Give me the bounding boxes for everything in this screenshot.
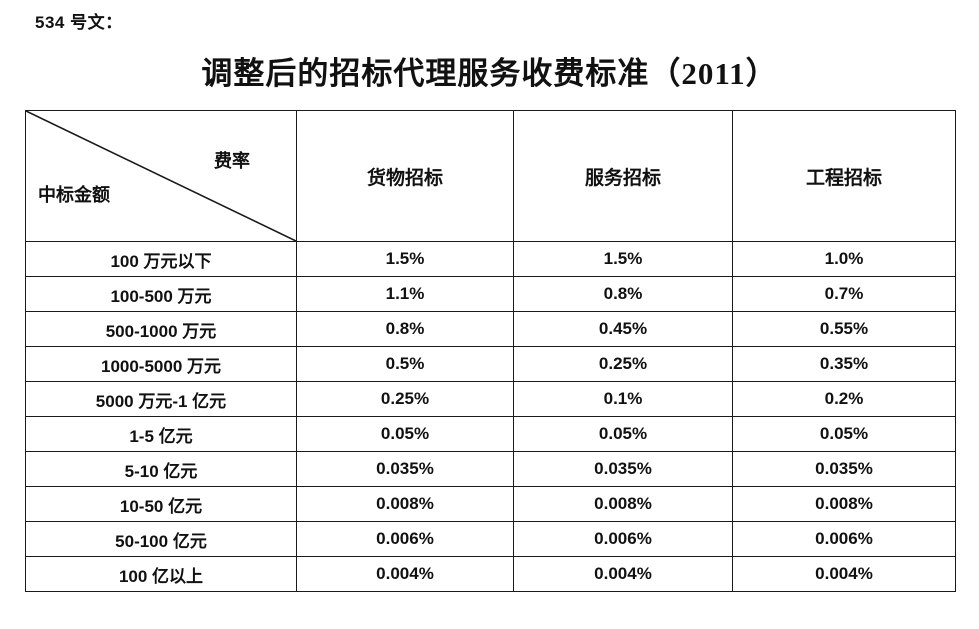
table-header-row: 费率 中标金额 货物招标 服务招标 工程招标 bbox=[25, 110, 956, 242]
fee-rate-table: 费率 中标金额 货物招标 服务招标 工程招标 100 万元以下 1.5% 1.5% 1… bbox=[25, 110, 956, 592]
rate-value-cell: 0.008% bbox=[513, 486, 733, 522]
row-label-bid-amount: 500-1000 万元 bbox=[25, 311, 297, 347]
rate-value-cell: 1.1% bbox=[296, 276, 514, 312]
doc-number-label: 534 号文： bbox=[35, 13, 123, 32]
row-label-bid-amount: 100-500 万元 bbox=[25, 276, 297, 312]
rate-value-cell: 0.25% bbox=[296, 381, 514, 417]
rate-value-cell: 0.006% bbox=[513, 521, 733, 557]
rate-value-cell: 0.7% bbox=[732, 276, 956, 312]
corner-label-bid-amount: 中标金额 bbox=[38, 185, 110, 205]
table-row: 5-10 亿元 0.035% 0.035% 0.035% bbox=[25, 451, 956, 487]
row-label-bid-amount: 100 亿以上 bbox=[25, 556, 297, 592]
rate-value-cell: 0.45% bbox=[513, 311, 733, 347]
table-row: 5000 万元-1 亿元 0.25% 0.1% 0.2% bbox=[25, 381, 956, 417]
rate-value-cell: 0.006% bbox=[296, 521, 514, 557]
rate-value-cell: 0.5% bbox=[296, 346, 514, 382]
row-label-bid-amount: 5-10 亿元 bbox=[25, 451, 297, 487]
diagonal-divider-line bbox=[26, 111, 296, 241]
table-row: 100-500 万元 1.1% 0.8% 0.7% bbox=[25, 276, 956, 312]
rate-value-cell: 0.006% bbox=[732, 521, 956, 557]
table-row: 10-50 亿元 0.008% 0.008% 0.008% bbox=[25, 486, 956, 522]
row-label-bid-amount: 50-100 亿元 bbox=[25, 521, 297, 557]
table-body: 100 万元以下 1.5% 1.5% 1.0% 100-500 万元 1.1% 0.8% 0.… bbox=[25, 241, 956, 592]
rate-value-cell: 0.05% bbox=[732, 416, 956, 452]
rate-value-cell: 0.008% bbox=[296, 486, 514, 522]
row-label-bid-amount: 1-5 亿元 bbox=[25, 416, 297, 452]
rate-value-cell: 0.55% bbox=[732, 311, 956, 347]
rate-value-cell: 0.8% bbox=[513, 276, 733, 312]
rate-value-cell: 0.2% bbox=[732, 381, 956, 417]
column-header-goods: 货物招标 bbox=[296, 110, 514, 242]
table-row: 100 亿以上 0.004% 0.004% 0.004% bbox=[25, 556, 956, 592]
row-label-bid-amount: 5000 万元-1 亿元 bbox=[25, 381, 297, 417]
rate-value-cell: 0.35% bbox=[732, 346, 956, 382]
row-label-bid-amount: 10-50 亿元 bbox=[25, 486, 297, 522]
rate-value-cell: 0.1% bbox=[513, 381, 733, 417]
rate-value-cell: 1.5% bbox=[513, 241, 733, 277]
table-row: 500-1000 万元 0.8% 0.45% 0.55% bbox=[25, 311, 956, 347]
rate-value-cell: 0.004% bbox=[513, 556, 733, 592]
rate-value-cell: 0.035% bbox=[513, 451, 733, 487]
table-row: 100 万元以下 1.5% 1.5% 1.0% bbox=[25, 241, 956, 277]
table-row: 1000-5000 万元 0.5% 0.25% 0.35% bbox=[25, 346, 956, 382]
rate-value-cell: 0.8% bbox=[296, 311, 514, 347]
rate-value-cell: 1.0% bbox=[732, 241, 956, 277]
rate-value-cell: 0.25% bbox=[513, 346, 733, 382]
corner-label-rate: 费率 bbox=[214, 151, 250, 171]
rate-value-cell: 0.035% bbox=[732, 451, 956, 487]
rate-value-cell: 0.05% bbox=[513, 416, 733, 452]
page-title: 调整后的招标代理服务收费标准（2011） bbox=[201, 56, 778, 91]
column-header-services: 服务招标 bbox=[513, 110, 733, 242]
corner-header-cell: 费率 中标金额 bbox=[25, 110, 297, 242]
rate-value-cell: 0.05% bbox=[296, 416, 514, 452]
rate-value-cell: 0.008% bbox=[732, 486, 956, 522]
table-row: 50-100 亿元 0.006% 0.006% 0.006% bbox=[25, 521, 956, 557]
table-row: 1-5 亿元 0.05% 0.05% 0.05% bbox=[25, 416, 956, 452]
rate-value-cell: 0.004% bbox=[296, 556, 514, 592]
rate-value-cell: 0.004% bbox=[732, 556, 956, 592]
rate-value-cell: 1.5% bbox=[296, 241, 514, 277]
row-label-bid-amount: 100 万元以下 bbox=[25, 241, 297, 277]
column-header-engineering: 工程招标 bbox=[732, 110, 956, 242]
rate-value-cell: 0.035% bbox=[296, 451, 514, 487]
row-label-bid-amount: 1000-5000 万元 bbox=[25, 346, 297, 382]
